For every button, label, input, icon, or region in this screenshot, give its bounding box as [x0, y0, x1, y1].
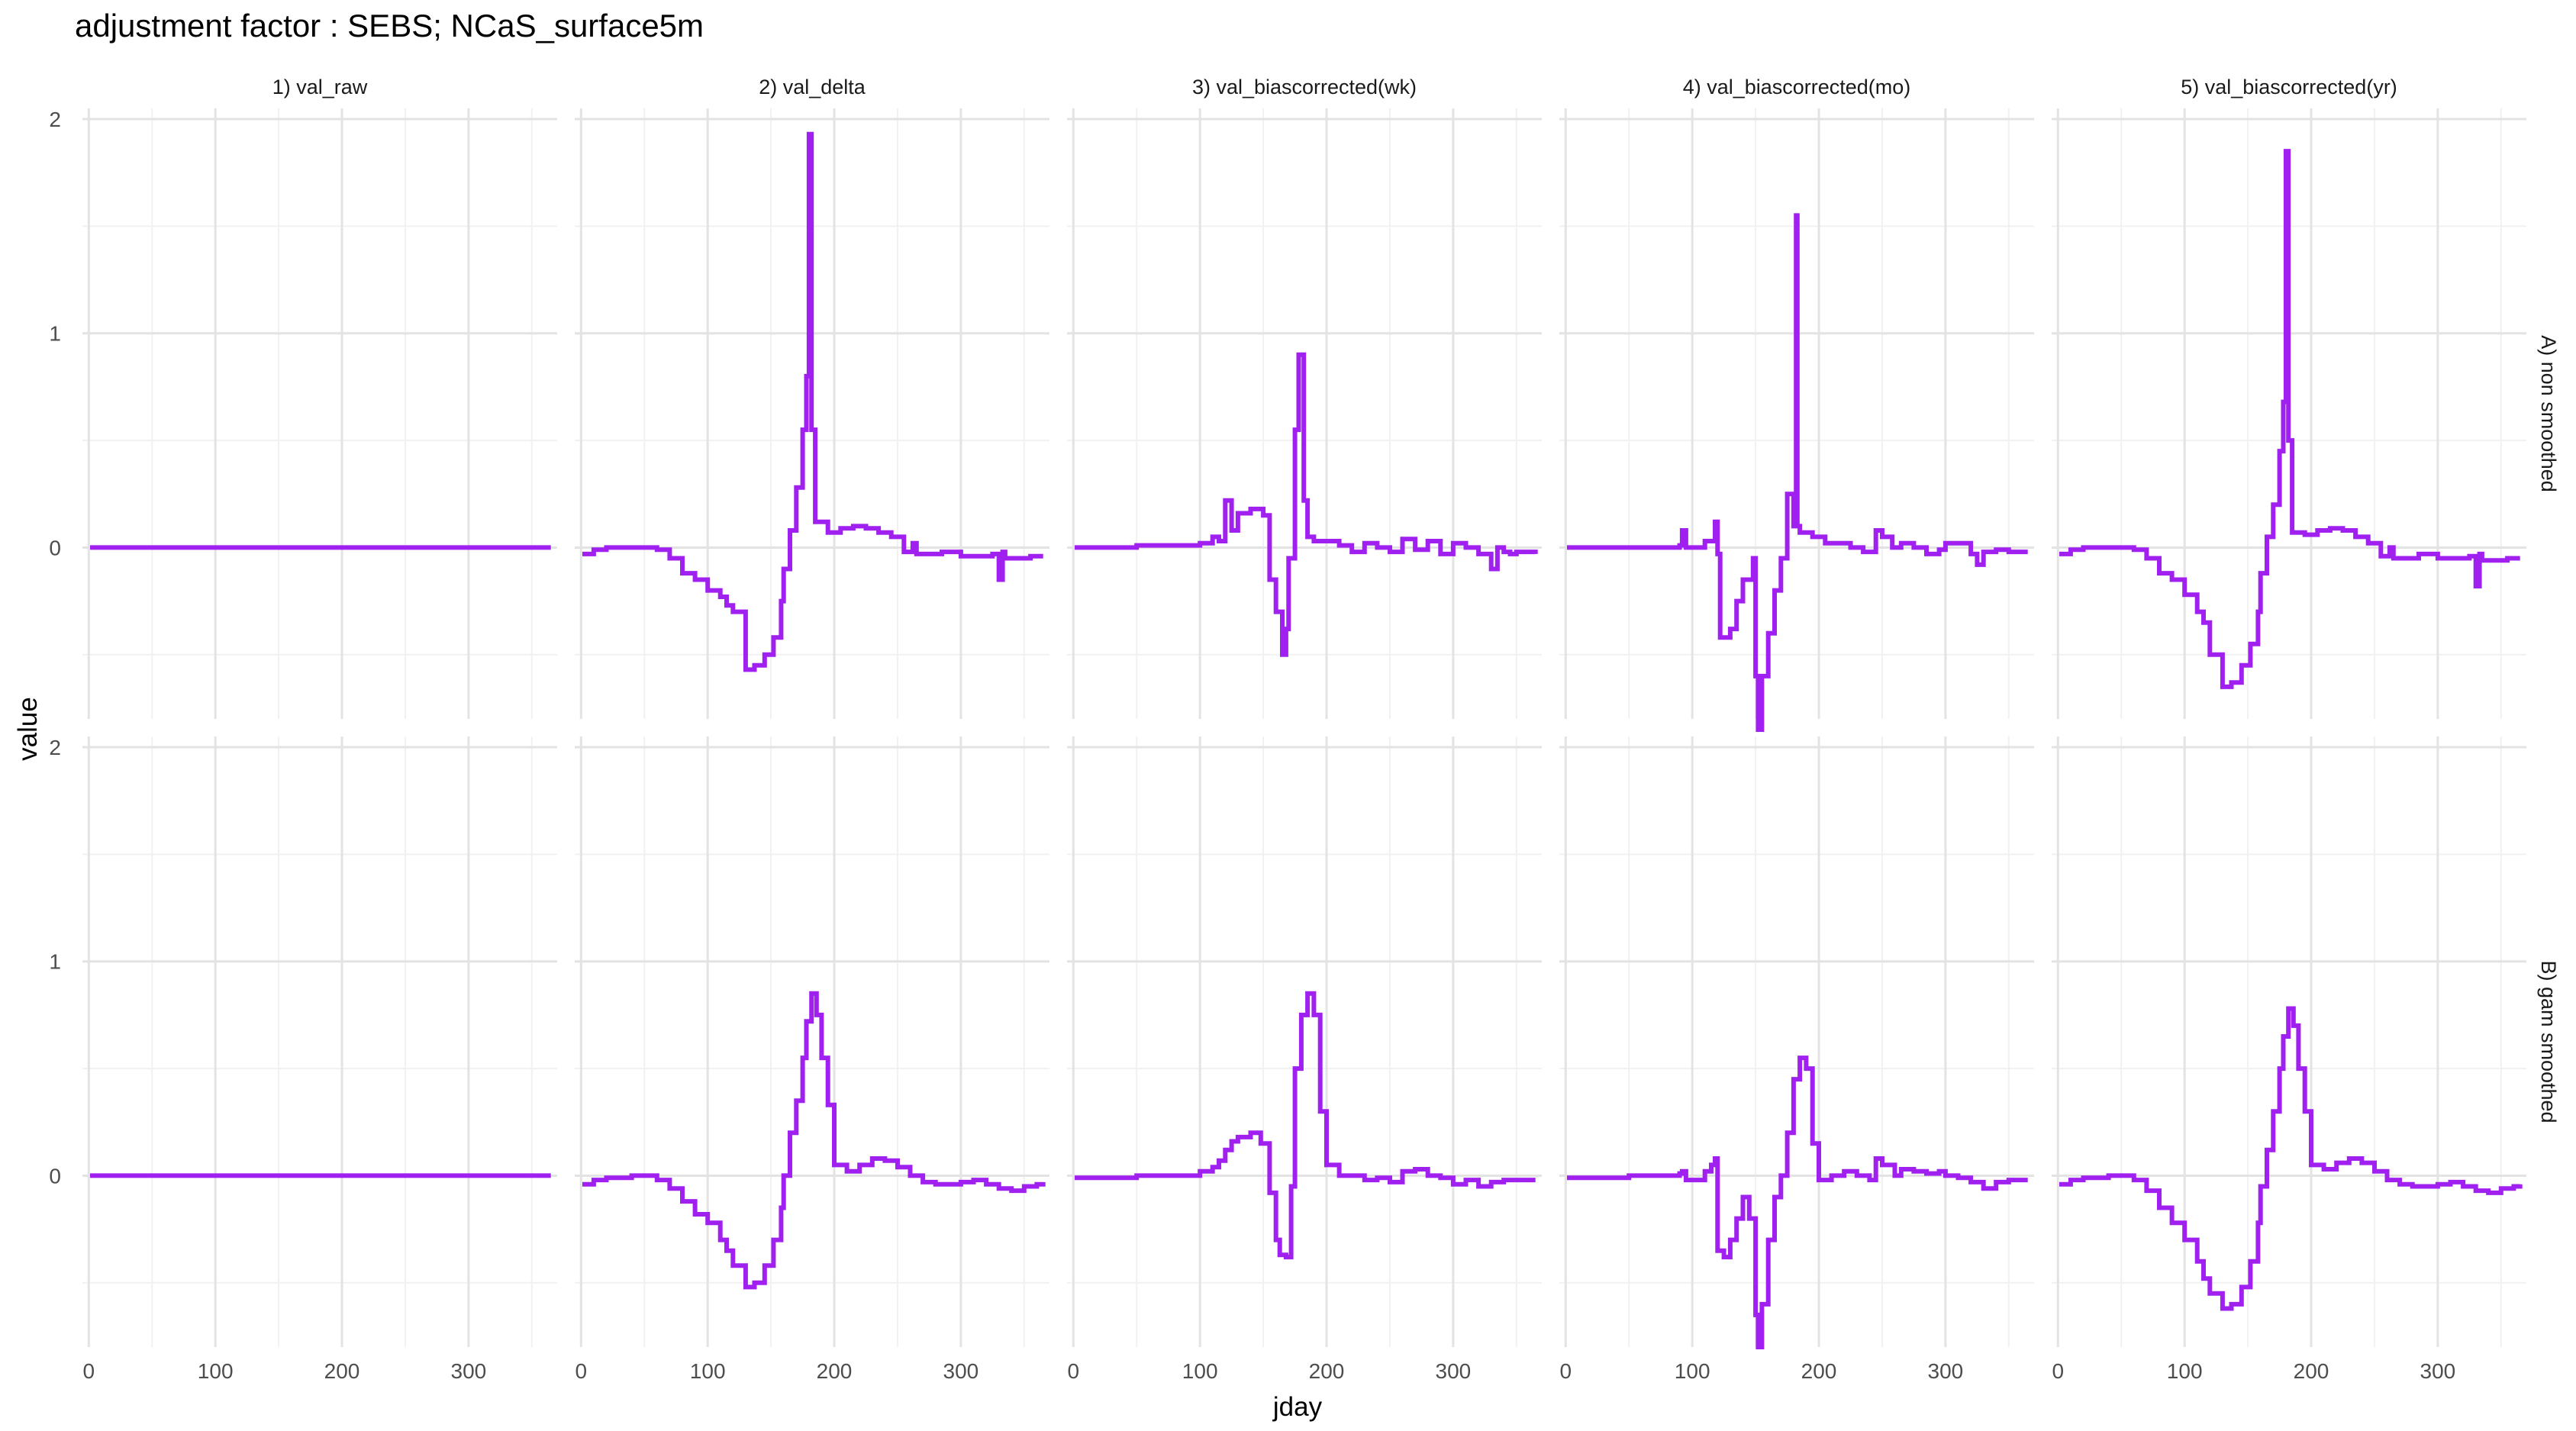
y-tick-label: 2 — [49, 108, 61, 131]
facet-column-label: 4) val_biascorrected(mo) — [1683, 76, 1911, 98]
facet-column-label: 3) val_biascorrected(wk) — [1192, 76, 1417, 98]
x-tick-label: 300 — [2420, 1359, 2456, 1383]
x-tick-label: 200 — [817, 1359, 853, 1383]
x-tick-label: 100 — [198, 1359, 234, 1383]
x-tick-label: 200 — [2294, 1359, 2329, 1383]
x-tick-label: 300 — [1436, 1359, 1472, 1383]
x-tick-label: 0 — [83, 1359, 95, 1383]
x-tick-label: 200 — [1801, 1359, 1837, 1383]
x-tick-label: 300 — [943, 1359, 979, 1383]
series-line-r0-c2 — [1075, 352, 1538, 657]
facet-column-label: 2) val_delta — [759, 76, 866, 98]
facet-row-label: A) non smoothed — [2537, 335, 2560, 492]
x-tick-label: 100 — [1182, 1359, 1218, 1383]
facet-column-label: 5) val_biascorrected(yr) — [2181, 76, 2397, 98]
x-tick-label: 100 — [1675, 1359, 1710, 1383]
y-tick-label: 1 — [49, 950, 61, 974]
x-axis-label: jday — [1272, 1392, 1323, 1422]
x-tick-label: 100 — [2167, 1359, 2203, 1383]
series-line-r1-c1 — [582, 991, 1046, 1290]
chart-title: adjustment factor : SEBS; NCaS_surface5m — [75, 8, 704, 44]
y-tick-label: 1 — [49, 322, 61, 346]
series-line-r0-c3 — [1567, 213, 2028, 732]
x-tick-label: 100 — [690, 1359, 726, 1383]
y-axis-label: value — [13, 697, 43, 761]
series-line-r0-c4 — [2059, 149, 2520, 689]
x-tick-label: 300 — [451, 1359, 487, 1383]
x-tick-label: 200 — [1309, 1359, 1345, 1383]
x-tick-label: 0 — [575, 1359, 588, 1383]
y-tick-label: 2 — [49, 736, 61, 759]
x-tick-label: 200 — [324, 1359, 360, 1383]
series-line-r1-c4 — [2059, 1006, 2523, 1311]
x-tick-label: 0 — [1560, 1359, 1572, 1383]
series-line-r0-c1 — [582, 131, 1043, 672]
x-tick-label: 0 — [1068, 1359, 1080, 1383]
series-line-r1-c3 — [1567, 1056, 2028, 1349]
series-line-r1-c2 — [1075, 991, 1536, 1260]
facet-column-label: 1) val_raw — [272, 76, 368, 98]
x-tick-label: 300 — [1928, 1359, 1964, 1383]
y-tick-label: 0 — [49, 536, 61, 559]
x-tick-label: 0 — [2052, 1359, 2065, 1383]
facet-row-label: B) gam smoothed — [2537, 960, 2560, 1123]
y-tick-label: 0 — [49, 1164, 61, 1188]
